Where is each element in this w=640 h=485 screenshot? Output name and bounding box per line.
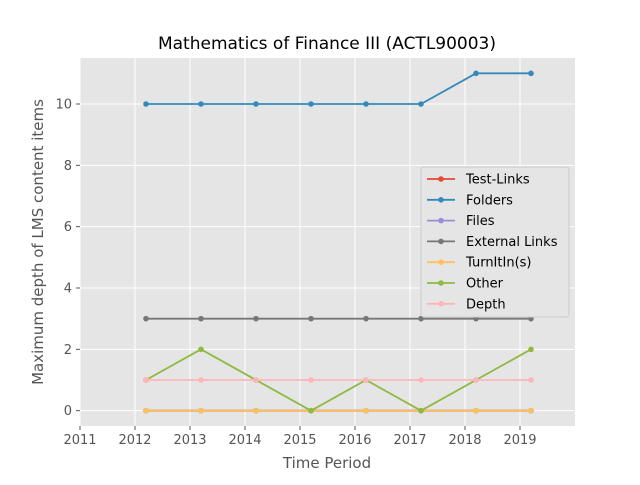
- legend-item-files: Files: [427, 214, 495, 229]
- data-point-other: [308, 407, 314, 414]
- x-axis-label: Time Period: [282, 454, 371, 472]
- x-tick-label: 2011: [63, 433, 96, 448]
- x-tick-label: 2018: [448, 433, 481, 448]
- data-point-folders: [198, 101, 204, 107]
- data-point-external-links: [418, 315, 424, 322]
- data-point-depth: [473, 377, 479, 383]
- legend-item-other: Other: [427, 277, 504, 292]
- data-point-external-links: [253, 315, 259, 322]
- x-tick-label: 2014: [228, 433, 261, 448]
- data-point-external-links: [143, 315, 149, 322]
- legend-marker: [438, 238, 444, 245]
- y-tick-label: 6: [64, 220, 72, 235]
- data-point-depth: [308, 377, 314, 383]
- data-point-other: [418, 407, 424, 414]
- legend-item-test-links: Test-Links: [427, 173, 530, 188]
- series-line-other: [145, 348, 532, 412]
- legend-marker: [438, 259, 444, 266]
- data-point-turnitin-s: [528, 407, 534, 414]
- legend-marker: [438, 176, 444, 182]
- data-point-turnitin-s: [253, 407, 259, 414]
- data-point-depth: [143, 377, 149, 383]
- legend-label: Other: [466, 277, 504, 292]
- data-point-folders: [418, 101, 424, 107]
- x-tick-label: 2015: [283, 433, 316, 448]
- series-folders: [143, 70, 534, 107]
- legend-label: External Links: [466, 235, 558, 250]
- legend-label: Files: [466, 214, 495, 229]
- data-point-turnitin-s: [198, 407, 204, 414]
- legend-marker: [438, 280, 444, 286]
- data-point-depth: [253, 377, 259, 383]
- series-depth: [143, 377, 534, 383]
- y-tick-label: 8: [64, 159, 72, 174]
- x-tick-label: 2019: [503, 433, 536, 448]
- data-point-external-links: [308, 315, 314, 322]
- series-line-folders: [146, 72, 531, 105]
- data-point-turnitin-s: [473, 407, 479, 414]
- x-tick-label: 2016: [338, 433, 371, 448]
- x-tick-label: 2012: [118, 433, 151, 448]
- data-point-other: [528, 346, 534, 353]
- legend-marker: [438, 217, 444, 224]
- y-tick-label: 4: [64, 282, 72, 297]
- chart-title: Mathematics of Finance III (ACTL90003): [158, 34, 496, 54]
- legend-marker: [438, 301, 444, 307]
- series-lines: [143, 70, 534, 414]
- y-tick-label: 10: [55, 98, 72, 113]
- legend-label: TurnItIn(s): [465, 256, 531, 271]
- data-point-depth: [418, 377, 424, 383]
- legend-item-depth: Depth: [427, 297, 506, 312]
- legend-item-turnitin-s: TurnItIn(s): [427, 256, 531, 271]
- data-point-folders: [473, 70, 479, 77]
- axis-ticks: 2011 2012 2013 2014 2015 2016 2017 2018 2019 0 2 4 6…: [55, 98, 536, 449]
- data-point-depth: [363, 377, 369, 383]
- data-point-other: [198, 346, 204, 353]
- legend-label: Depth: [466, 297, 506, 312]
- data-point-turnitin-s: [363, 407, 369, 414]
- data-point-depth: [528, 377, 534, 383]
- data-point-external-links: [198, 315, 204, 322]
- x-tick-label: 2017: [393, 433, 426, 448]
- legend: Test-Links Folders Files External Links Turn…: [420, 166, 570, 318]
- y-tick-label: 0: [64, 404, 72, 419]
- data-point-folders: [363, 101, 369, 107]
- data-point-folders: [308, 101, 314, 107]
- legend-box: [420, 166, 570, 318]
- x-tick-label: 2013: [173, 433, 206, 448]
- legend-item-external-links: External Links: [427, 235, 558, 250]
- data-point-folders: [528, 70, 534, 77]
- legend-label: Test-Links: [465, 173, 530, 188]
- data-point-depth: [198, 377, 204, 383]
- data-point-external-links: [363, 315, 369, 322]
- legend-item-folders: Folders: [427, 193, 513, 208]
- data-point-turnitin-s: [143, 407, 149, 414]
- data-point-folders: [143, 101, 149, 107]
- legend-label: Folders: [466, 193, 513, 208]
- legend-marker: [438, 197, 444, 203]
- data-point-folders: [253, 101, 259, 107]
- y-tick-label: 2: [64, 343, 72, 358]
- y-axis-label: Maximum depth of LMS content items: [29, 99, 47, 385]
